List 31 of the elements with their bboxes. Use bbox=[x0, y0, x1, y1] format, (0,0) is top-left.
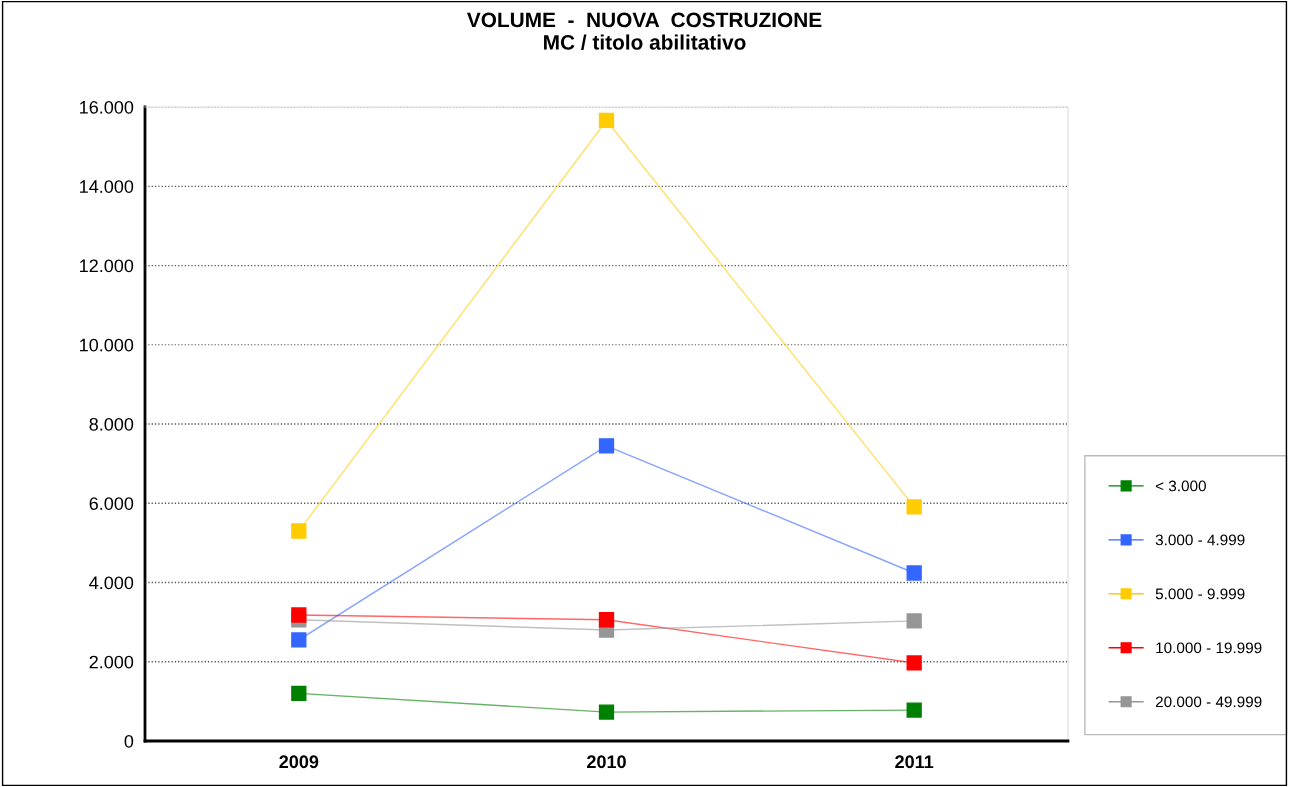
point bbox=[906, 702, 922, 718]
legend-label: 5.000 - 9.999 bbox=[1155, 588, 1245, 600]
point bbox=[598, 438, 615, 454]
y-tick-label: 8.000 bbox=[89, 417, 134, 431]
y-tick-label: 10.000 bbox=[80, 338, 134, 352]
y-tick-label: 16.000 bbox=[80, 100, 134, 114]
y-tick-label: 12.000 bbox=[80, 259, 134, 273]
x-tick-label: 2009 bbox=[279, 755, 319, 769]
point bbox=[291, 523, 307, 539]
y-tick-label: 4.000 bbox=[89, 576, 134, 590]
point bbox=[291, 607, 307, 623]
point bbox=[906, 565, 922, 581]
point bbox=[291, 685, 307, 702]
point bbox=[906, 655, 922, 671]
y-tick-label: 0 bbox=[124, 734, 134, 748]
legend-label: 3.000 - 4.999 bbox=[1155, 534, 1245, 546]
legend-label: 10.000 - 19.999 bbox=[1156, 642, 1262, 654]
point bbox=[598, 612, 615, 628]
x-tick-label: 2010 bbox=[587, 755, 626, 769]
point bbox=[598, 704, 615, 720]
chart-title: VOLUME - NUOVA COSTRUZIONE MC / titolo abilitativo bbox=[466, 12, 822, 50]
x-tick-label: 2011 bbox=[895, 755, 934, 769]
point bbox=[598, 112, 615, 129]
point bbox=[291, 632, 307, 648]
y-tick-label: 14.000 bbox=[80, 180, 134, 193]
point bbox=[906, 613, 922, 629]
point bbox=[906, 499, 922, 515]
legend-label: 20.000 - 49.999 bbox=[1155, 696, 1262, 708]
legend-label: < 3.000 bbox=[1155, 480, 1206, 492]
y-tick-label: 2.000 bbox=[89, 655, 134, 669]
y-tick-label: 6.000 bbox=[89, 497, 134, 510]
